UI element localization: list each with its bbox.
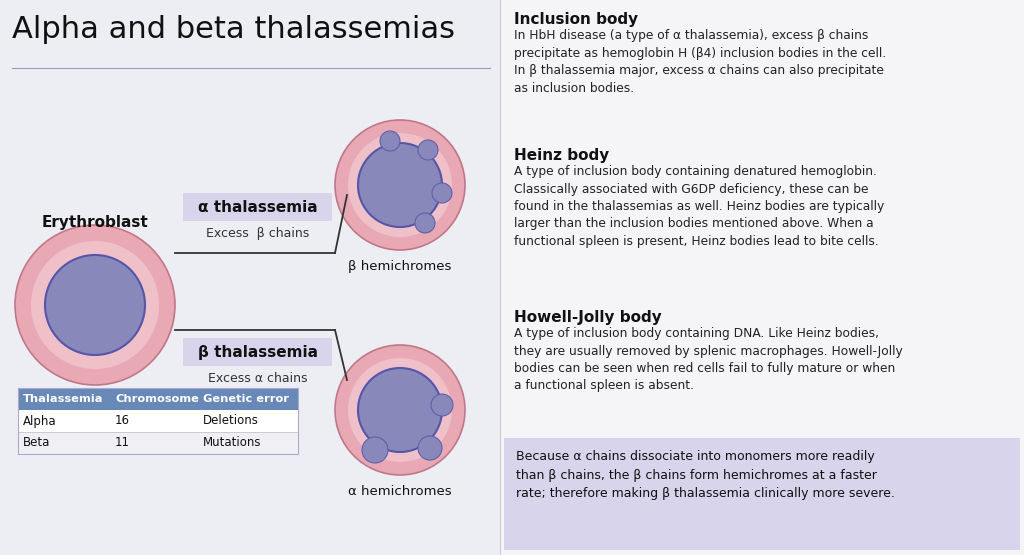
- Text: Inclusion body: Inclusion body: [514, 12, 638, 27]
- Circle shape: [380, 131, 400, 151]
- Text: β thalassemia: β thalassemia: [198, 345, 317, 360]
- Circle shape: [418, 436, 442, 460]
- Text: Excess α chains: Excess α chains: [208, 371, 307, 385]
- Circle shape: [335, 345, 465, 475]
- Circle shape: [432, 183, 452, 203]
- Text: α thalassemia: α thalassemia: [198, 199, 317, 214]
- Circle shape: [31, 241, 159, 369]
- Circle shape: [335, 120, 465, 250]
- FancyBboxPatch shape: [183, 338, 332, 366]
- Text: Beta: Beta: [23, 436, 50, 450]
- FancyBboxPatch shape: [18, 388, 298, 410]
- Text: Chromosome: Chromosome: [115, 394, 199, 404]
- Text: Heinz body: Heinz body: [514, 148, 609, 163]
- Text: In HbH disease (a type of α thalassemia), excess β chains
precipitate as hemoglo: In HbH disease (a type of α thalassemia)…: [514, 29, 886, 94]
- Circle shape: [358, 368, 442, 452]
- Circle shape: [45, 255, 145, 355]
- Text: Excess  β chains: Excess β chains: [206, 226, 309, 240]
- Circle shape: [362, 437, 388, 463]
- Circle shape: [431, 394, 453, 416]
- Text: A type of inclusion body containing denatured hemoglobin.
Classically associated: A type of inclusion body containing dena…: [514, 165, 885, 248]
- FancyBboxPatch shape: [500, 0, 1024, 555]
- Text: 16: 16: [115, 415, 130, 427]
- Circle shape: [348, 133, 452, 237]
- Circle shape: [358, 143, 442, 227]
- Text: β hemichromes: β hemichromes: [348, 260, 452, 273]
- Text: Alpha: Alpha: [23, 415, 56, 427]
- FancyBboxPatch shape: [0, 0, 500, 555]
- Circle shape: [415, 213, 435, 233]
- FancyBboxPatch shape: [504, 438, 1020, 550]
- Text: 11: 11: [115, 436, 130, 450]
- Text: Mutations: Mutations: [203, 436, 261, 450]
- Text: α hemichromes: α hemichromes: [348, 485, 452, 498]
- Circle shape: [418, 140, 438, 160]
- Circle shape: [15, 225, 175, 385]
- Circle shape: [348, 358, 452, 462]
- Text: Deletions: Deletions: [203, 415, 259, 427]
- FancyBboxPatch shape: [183, 193, 332, 221]
- Text: Alpha and beta thalassemias: Alpha and beta thalassemias: [12, 15, 455, 44]
- Text: Erythroblast: Erythroblast: [42, 215, 148, 230]
- Text: Howell-Jolly body: Howell-Jolly body: [514, 310, 662, 325]
- Text: Because α chains dissociate into monomers more readily
than β chains, the β chai: Because α chains dissociate into monomer…: [516, 450, 895, 500]
- Text: Thalassemia: Thalassemia: [23, 394, 103, 404]
- FancyBboxPatch shape: [18, 410, 298, 432]
- Text: Genetic error: Genetic error: [203, 394, 289, 404]
- Text: A type of inclusion body containing DNA. Like Heinz bodies,
they are usually rem: A type of inclusion body containing DNA.…: [514, 327, 903, 392]
- FancyBboxPatch shape: [18, 432, 298, 454]
